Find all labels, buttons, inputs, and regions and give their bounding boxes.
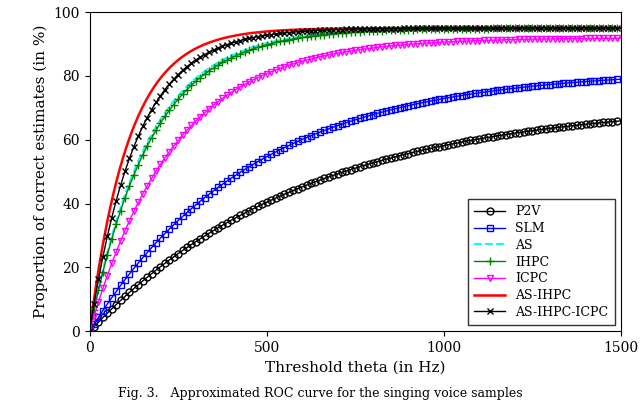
ICPC [312,55,320,60]
ICPC [617,36,625,41]
SLM [312,131,320,136]
AS-IHPC [617,26,625,31]
ICPC [289,61,297,66]
P2V [289,188,297,193]
SLM [178,215,186,220]
ICPC [607,36,614,41]
AS-IHPC [312,27,320,32]
X-axis label: Threshold theta (in Hz): Threshold theta (in Hz) [265,360,445,375]
SLM [607,78,614,82]
ICPC [147,179,154,183]
AS-IHPC-ICPC [289,30,297,35]
IHPC [86,329,93,334]
P2V [178,249,186,254]
IHPC [617,26,625,31]
AS-IHPC-ICPC [86,329,93,334]
AS [289,35,297,40]
AS-IHPC-ICPC [147,110,154,115]
Line: P2V: P2V [86,117,624,335]
SLM [289,141,297,146]
Text: Fig. 3.   Approximated ROC curve for the singing voice samples: Fig. 3. Approximated ROC curve for the s… [118,387,522,400]
Line: ICPC: ICPC [86,35,624,335]
P2V [147,272,154,277]
P2V [549,126,557,130]
AS-IHPC [607,26,614,31]
Line: IHPC: IHPC [85,24,625,335]
Legend: P2V, SLM, AS, IHPC, ICPC, AS-IHPC, AS-IHPC-ICPC: P2V, SLM, AS, IHPC, ICPC, AS-IHPC, AS-IH… [468,199,614,325]
AS-IHPC-ICPC [617,26,625,31]
IHPC [607,26,614,31]
Y-axis label: Proportion of correct estimates (in %): Proportion of correct estimates (in %) [33,25,48,318]
IHPC [549,26,557,31]
Line: AS-IHPC: AS-IHPC [90,28,621,331]
ICPC [86,329,93,334]
IHPC [289,36,297,41]
AS [147,134,154,139]
Line: SLM: SLM [86,76,624,335]
AS [86,329,93,334]
IHPC [312,33,320,38]
AS-IHPC-ICPC [178,69,186,74]
IHPC [147,138,154,143]
Line: AS: AS [90,28,621,331]
AS [549,26,557,31]
SLM [147,247,154,252]
SLM [617,77,625,82]
SLM [86,329,93,334]
Line: AS-IHPC-ICPC: AS-IHPC-ICPC [86,25,624,335]
AS [617,26,625,31]
ICPC [549,36,557,41]
AS [178,89,186,94]
ICPC [178,134,186,139]
AS-IHPC [549,26,557,31]
AS-IHPC [289,27,297,32]
AS-IHPC [147,90,154,95]
SLM [549,82,557,87]
AS-IHPC-ICPC [607,26,614,31]
AS [312,32,320,37]
AS-IHPC-ICPC [312,28,320,33]
IHPC [178,93,186,98]
P2V [86,329,93,334]
P2V [617,118,625,123]
AS [607,26,614,31]
AS-IHPC [86,329,93,334]
P2V [607,119,614,124]
P2V [312,179,320,184]
AS-IHPC-ICPC [549,26,557,31]
AS-IHPC [178,55,186,60]
